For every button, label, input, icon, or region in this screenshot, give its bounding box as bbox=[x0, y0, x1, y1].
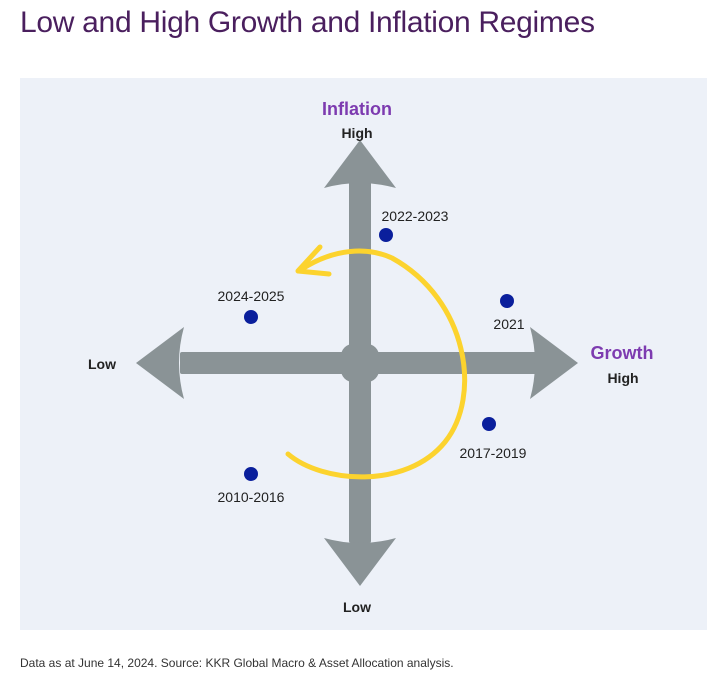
down-arrowhead bbox=[324, 538, 396, 586]
growth-axis-name: Growth bbox=[591, 343, 654, 363]
cycle-arc bbox=[285, 248, 468, 480]
growth-high-label: High bbox=[607, 370, 638, 386]
label-2017-2019: 2017-2019 bbox=[460, 445, 527, 461]
axis-labels: Inflation High Low Growth High Low bbox=[88, 99, 654, 615]
cycle-arrow bbox=[285, 244, 468, 480]
point-2024-2025 bbox=[244, 310, 258, 324]
point-2021 bbox=[500, 294, 514, 308]
inflation-low-label: Low bbox=[343, 599, 371, 615]
regime-diagram: Inflation High Low Growth High Low 2022-… bbox=[20, 78, 707, 630]
left-arrowhead bbox=[136, 327, 184, 399]
page-title: Low and High Growth and Inflation Regime… bbox=[20, 6, 595, 39]
inflation-axis-name: Inflation bbox=[322, 99, 392, 119]
label-2021: 2021 bbox=[493, 316, 524, 332]
source-footnote: Data as at June 14, 2024. Source: KKR Gl… bbox=[20, 656, 454, 670]
label-2010-2016: 2010-2016 bbox=[218, 489, 285, 505]
point-2022-2023 bbox=[379, 228, 393, 242]
label-2024-2025: 2024-2025 bbox=[218, 288, 285, 304]
diagram-panel: Inflation High Low Growth High Low 2022-… bbox=[20, 78, 707, 630]
axis-cross bbox=[136, 140, 578, 586]
point-2017-2019 bbox=[482, 417, 496, 431]
growth-low-label: Low bbox=[88, 356, 116, 372]
period-points: 2022-2023 2021 2024-2025 2017-2019 2010-… bbox=[218, 208, 527, 505]
point-2010-2016 bbox=[244, 467, 258, 481]
cycle-arrowhead bbox=[295, 244, 332, 277]
axis-center bbox=[341, 344, 379, 382]
label-2022-2023: 2022-2023 bbox=[382, 208, 449, 224]
inflation-high-label: High bbox=[341, 125, 372, 141]
right-arrowhead bbox=[530, 327, 578, 399]
up-arrowhead bbox=[324, 140, 396, 188]
